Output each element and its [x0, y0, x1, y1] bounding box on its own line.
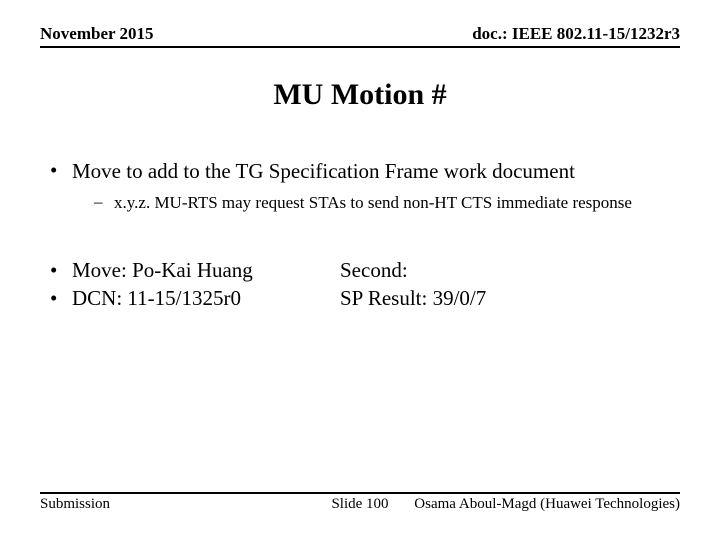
right-column: Second: SP Result: 39/0/7 [340, 256, 680, 313]
result-line: SP Result: 39/0/7 [340, 284, 680, 312]
footer-author: Osama Aboul-Magd (Huawei Technologies) [414, 496, 680, 513]
header-date: November 2015 [40, 24, 153, 44]
slide-title: MU Motion # [0, 78, 720, 112]
second-line: Second: [340, 256, 680, 284]
bullet-dot-icon: • [40, 158, 72, 184]
bullet-dot-icon: • [40, 284, 72, 312]
bullet-dot-icon: • [40, 256, 72, 284]
move-line: •Move: Po-Kai Huang [40, 256, 340, 284]
two-column-block: •Move: Po-Kai Huang •DCN: 11-15/1325r0 S… [40, 256, 680, 313]
left-column: •Move: Po-Kai Huang •DCN: 11-15/1325r0 [40, 256, 340, 313]
dcn-line: •DCN: 11-15/1325r0 [40, 284, 340, 312]
result-text: SP Result: 39/0/7 [340, 286, 486, 310]
footer-slide-number: Slide 100 [331, 496, 388, 513]
slide-footer: Submission Slide 100 Osama Aboul-Magd (H… [40, 492, 680, 516]
header-doc: doc.: IEEE 802.11-15/1232r3 [472, 24, 680, 44]
bullet-item: • Move to add to the TG Specification Fr… [40, 158, 680, 184]
slide-header: November 2015 doc.: IEEE 802.11-15/1232r… [40, 24, 680, 48]
subbullet-text: x.y.z. MU-RTS may request STAs to send n… [114, 192, 680, 213]
subbullet-item: – x.y.z. MU-RTS may request STAs to send… [94, 192, 680, 213]
dash-icon: – [94, 192, 114, 213]
dcn-text: DCN: 11-15/1325r0 [72, 286, 241, 310]
footer-submission: Submission [40, 496, 110, 513]
move-text: Move: Po-Kai Huang [72, 258, 253, 282]
slide-content: • Move to add to the TG Specification Fr… [40, 158, 680, 312]
second-text: Second: [340, 258, 408, 282]
bullet-text: Move to add to the TG Specification Fram… [72, 158, 680, 184]
